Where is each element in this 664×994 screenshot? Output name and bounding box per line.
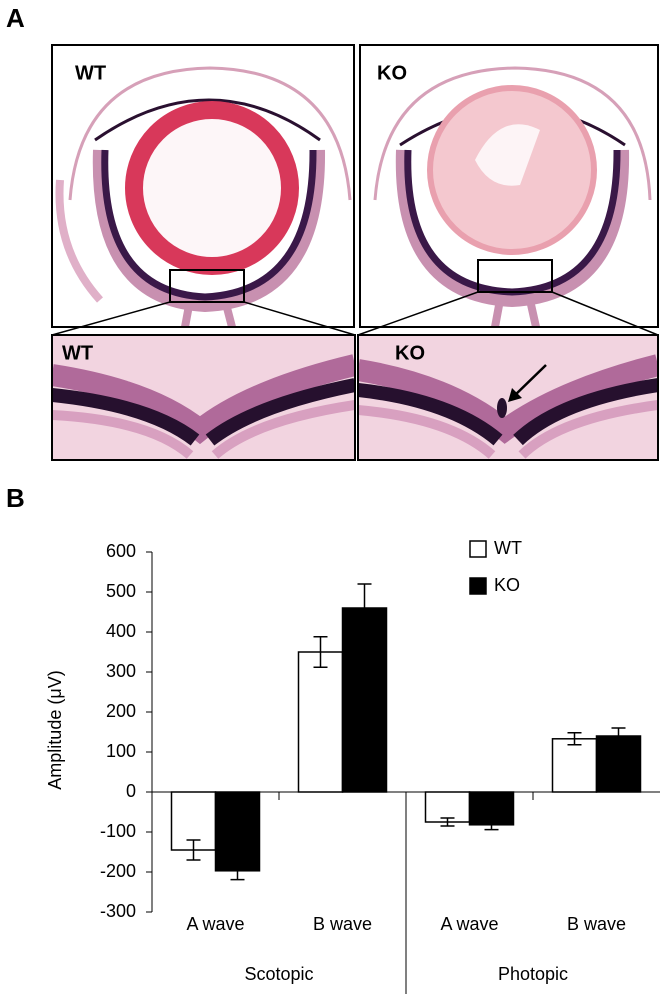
error-bar [567,732,582,746]
y-tick-label: 0 [126,781,136,801]
x-tick-label: B wave [567,914,626,934]
panel-label: A [6,3,25,33]
error-bar [440,817,455,827]
legend-label: WT [494,538,522,558]
error-bar [357,583,372,633]
legend-label: KO [494,575,520,595]
bar [424,791,471,823]
y-tick-label: 500 [106,581,136,601]
image-frame [359,44,659,328]
y-tick-label: 200 [106,701,136,721]
y-axis-label: Amplitude (μV) [45,670,65,789]
group-label: Scotopic [244,964,313,984]
bar [214,791,261,872]
legend-swatch [469,577,487,595]
error-bar [230,861,245,881]
x-tick-label: A wave [440,914,498,934]
image-label: KO [377,62,407,84]
y-tick-label: 600 [106,541,136,561]
wt-eye-image [52,45,354,327]
y-tick-label: -100 [100,821,136,841]
arrow-head [508,388,522,402]
panel-label: B [6,483,25,513]
image-label: WT [75,62,106,84]
y-tick-label: 100 [106,741,136,761]
zoom-box [477,259,553,293]
image-label: WT [62,342,93,364]
y-tick-label: 400 [106,621,136,641]
group-label: Photopic [498,964,568,984]
zoom-box [169,269,245,303]
y-tick-label: -300 [100,901,136,921]
bar [297,651,344,793]
arrow [511,364,547,399]
bar [341,607,388,793]
x-tick-label: B wave [313,914,372,934]
ko-zoom-image [358,335,658,460]
y-tick-label: 300 [106,661,136,681]
y-tick-label: -200 [100,861,136,881]
error-bar [186,839,201,861]
ko-eye-image [360,45,658,327]
wt-zoom-image [52,335,355,460]
error-bar [611,727,626,745]
error-bar [313,636,328,668]
image-label: KO [395,342,425,364]
image-frame [51,44,355,328]
error-bar [484,819,499,831]
x-tick-label: A wave [186,914,244,934]
bar [551,738,598,793]
legend-swatch [469,540,487,558]
